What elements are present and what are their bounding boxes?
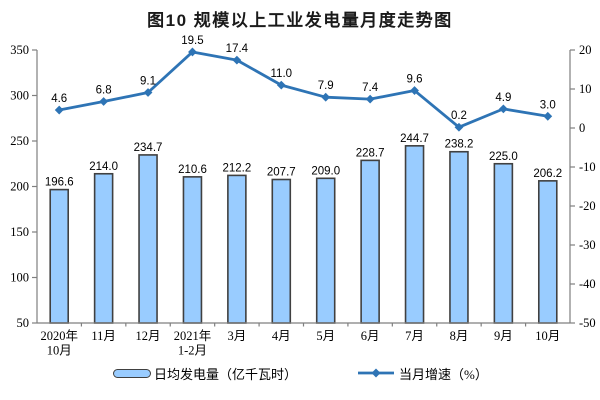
y-axis-right-tick-label: -40 — [579, 277, 596, 291]
chart-legend: 日均发电量（亿千瓦时） 当月增速（%） — [0, 363, 600, 387]
bar-value-label: 234.7 — [134, 142, 163, 154]
line-value-label: 19.5 — [181, 35, 203, 47]
legend-line-label: 当月增速（%） — [399, 366, 488, 382]
bar — [227, 174, 247, 324]
bar — [449, 150, 469, 324]
x-axis-label: 1-2月 — [178, 344, 207, 358]
x-axis-label: 12月 — [136, 329, 161, 343]
bar — [271, 178, 292, 324]
x-axis-label: 7月 — [405, 329, 424, 343]
y-axis-right-tick-label: -50 — [579, 316, 596, 330]
bar-value-label: 214.0 — [89, 161, 118, 173]
legend-item-bar-series: 日均发电量（亿千瓦时） — [113, 363, 297, 383]
x-axis-label: 8月 — [450, 329, 469, 343]
line-marker — [321, 92, 331, 102]
legend-line-marker-icon — [371, 368, 381, 378]
y-axis-left-tick-label: 200 — [10, 180, 29, 194]
x-axis-label: 10月 — [47, 344, 72, 358]
bar-value-label: 244.7 — [400, 133, 429, 145]
y-axis-left-tick-label: 100 — [10, 271, 29, 285]
y-axis-right-tick-label: 20 — [579, 43, 592, 57]
bar — [360, 159, 380, 324]
line-marker — [188, 47, 197, 57]
line-marker — [276, 80, 286, 90]
bar — [537, 180, 558, 324]
chart-title: 图10 规模以上工业发电量月度走势图 — [147, 11, 453, 30]
x-axis-label: 5月 — [316, 329, 335, 343]
bar-value-label: 207.7 — [267, 166, 296, 178]
bar — [182, 176, 203, 324]
y-axis-left-tick-label: 150 — [10, 225, 29, 239]
bar — [93, 172, 114, 324]
bar — [49, 188, 70, 324]
line-marker — [410, 86, 419, 95]
line-marker — [232, 55, 242, 65]
bar-value-label: 196.6 — [45, 177, 74, 189]
x-axis-label: 2021年 — [174, 329, 212, 343]
line-value-label: 7.4 — [362, 82, 379, 94]
line-value-label: 17.4 — [226, 43, 249, 55]
y-axis-left-tick-label: 350 — [10, 43, 29, 57]
line-value-label: 7.9 — [318, 80, 334, 92]
y-axis-left-tick-label: 300 — [10, 89, 29, 103]
y-axis-right-tick-label: -20 — [579, 199, 596, 213]
y-axis-right-tick-label: 0 — [579, 121, 585, 135]
bar-value-label: 209.0 — [311, 165, 340, 177]
bar — [138, 154, 158, 324]
line-value-label: 9.1 — [140, 76, 156, 88]
bar-value-label: 206.2 — [533, 168, 562, 180]
y-axis-left-tick-label: 50 — [17, 316, 30, 330]
line-value-label: 3.0 — [540, 99, 556, 111]
line-value-label: 4.6 — [51, 93, 67, 105]
line-value-label: 6.8 — [96, 84, 112, 96]
line-value-label: 11.0 — [271, 68, 293, 80]
y-axis-right-tick-label: 10 — [579, 82, 592, 96]
x-axis-label: 9月 — [494, 329, 513, 343]
x-axis-label: 2020年 — [40, 329, 78, 343]
legend-bar-label: 日均发电量（亿千瓦时） — [154, 366, 298, 382]
x-axis-label: 3月 — [227, 329, 246, 343]
bar-value-label: 212.2 — [222, 162, 251, 174]
line-marker — [498, 104, 508, 114]
bar-value-label: 238.2 — [445, 139, 474, 151]
bar-value-label: 210.6 — [178, 164, 207, 176]
x-axis-label: 10月 — [535, 329, 560, 343]
bar — [493, 162, 514, 324]
bar — [404, 145, 425, 324]
x-axis-label: 11月 — [91, 329, 116, 343]
line-value-label: 4.9 — [495, 92, 511, 104]
y-axis-right-tick-label: -10 — [579, 160, 596, 174]
legend-item-line-series: 当月增速（%） — [356, 363, 488, 383]
bar — [315, 177, 336, 324]
y-axis-right-tick-label: -30 — [579, 238, 596, 252]
line-marker — [54, 105, 64, 115]
line-value-label: 9.6 — [407, 74, 423, 86]
bar-value-label: 228.7 — [356, 147, 385, 159]
x-axis-label: 4月 — [272, 329, 291, 343]
y-axis-left-tick-label: 250 — [10, 134, 29, 148]
line-marker — [99, 97, 109, 106]
line-marker — [143, 88, 153, 97]
line-value-label: 0.2 — [451, 110, 467, 122]
line-marker — [543, 111, 553, 121]
line-series-swatch-icon — [358, 368, 394, 378]
line-marker — [365, 94, 375, 104]
line-marker — [454, 122, 464, 132]
bar-value-label: 225.0 — [489, 151, 518, 163]
bar-series-swatch-icon — [113, 368, 151, 378]
trend-line — [57, 50, 550, 129]
x-axis-label: 6月 — [361, 329, 380, 343]
